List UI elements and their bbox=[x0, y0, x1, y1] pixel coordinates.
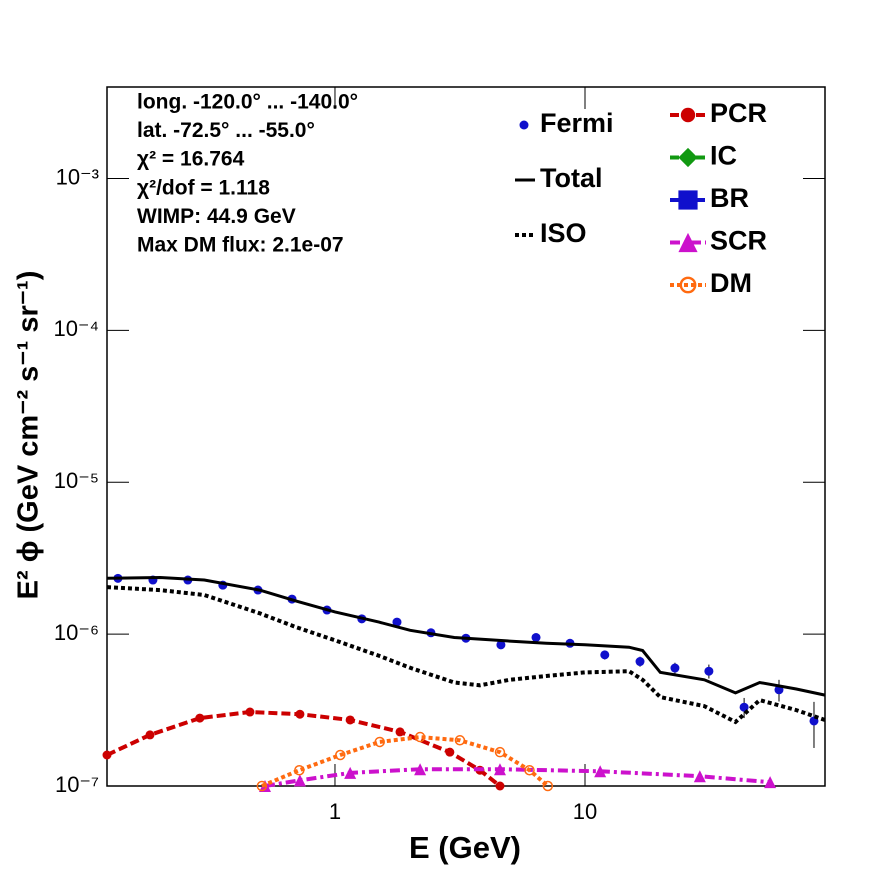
data-point bbox=[454, 735, 466, 746]
annotation: lat. -72.5° ... -55.0° bbox=[137, 119, 315, 142]
x-axis-title: E (GeV) bbox=[409, 830, 521, 865]
data-point bbox=[374, 736, 385, 748]
annotation: χ²/dof = 1.118 bbox=[137, 176, 270, 199]
legend-marker bbox=[519, 120, 529, 130]
data-point bbox=[542, 780, 554, 792]
data-point bbox=[295, 709, 305, 719]
y-axis-title: E² ϕ (GeV cm⁻² s⁻¹ sr⁻¹) bbox=[13, 271, 45, 600]
data-point bbox=[414, 731, 426, 743]
data-point bbox=[495, 781, 505, 791]
data-point bbox=[445, 747, 455, 757]
data-point bbox=[345, 715, 355, 725]
series-line bbox=[106, 575, 826, 697]
data-point bbox=[600, 650, 610, 660]
annotation: WIMP: 44.9 GeV bbox=[137, 205, 296, 228]
data-point bbox=[594, 765, 607, 778]
data-point bbox=[392, 617, 402, 627]
y-tick-label: 10⁻⁷ bbox=[55, 772, 99, 797]
data-point bbox=[395, 727, 405, 737]
y-tick-label: 10⁻⁴ bbox=[53, 316, 99, 341]
x-tick-label: 10 bbox=[573, 799, 597, 824]
data-point bbox=[344, 766, 357, 779]
plot-frame bbox=[106, 86, 826, 787]
data-point bbox=[496, 640, 506, 650]
data-point bbox=[704, 666, 714, 676]
legend-marker bbox=[678, 232, 698, 253]
annotation: Max DM flux: 2.1e-07 bbox=[137, 234, 344, 257]
data-point bbox=[195, 713, 205, 723]
legend-label: Total bbox=[540, 163, 603, 193]
data-point bbox=[335, 749, 346, 761]
legend-marker bbox=[678, 190, 698, 210]
series-line bbox=[261, 735, 550, 788]
data-point bbox=[102, 750, 112, 760]
legend-marker bbox=[678, 147, 698, 168]
y-tick-label: 10⁻⁶ bbox=[54, 620, 99, 645]
data-point bbox=[670, 663, 680, 673]
data-point bbox=[414, 763, 427, 776]
legend-label: Fermi bbox=[540, 108, 614, 138]
data-point bbox=[256, 780, 268, 792]
legend-label: IC bbox=[710, 141, 737, 171]
data-point bbox=[293, 774, 306, 787]
x-tick-label: 1 bbox=[329, 799, 341, 824]
series-line bbox=[106, 709, 502, 788]
annotation: χ² = 16.764 bbox=[137, 148, 245, 171]
legend-label: PCR bbox=[710, 98, 767, 128]
legend-label: ISO bbox=[540, 218, 587, 248]
y-tick-label: 10⁻³ bbox=[56, 164, 99, 189]
data-point bbox=[764, 776, 777, 789]
data-point bbox=[145, 730, 155, 740]
legend-label: DM bbox=[710, 268, 752, 298]
data-point bbox=[693, 770, 706, 783]
legend-marker bbox=[680, 107, 696, 123]
data-point bbox=[524, 764, 535, 776]
data-point bbox=[494, 746, 506, 758]
data-point bbox=[493, 763, 506, 776]
data-point bbox=[245, 707, 255, 717]
legend-marker bbox=[679, 276, 697, 294]
legend-label: BR bbox=[710, 183, 749, 213]
data-point bbox=[294, 764, 305, 776]
annotation: long. -120.0° ... -140.0° bbox=[137, 91, 358, 114]
series-line bbox=[106, 585, 826, 725]
legend-label: SCR bbox=[710, 226, 767, 256]
data-point bbox=[635, 657, 645, 667]
y-tick-label: 10⁻⁵ bbox=[54, 468, 99, 493]
series-line bbox=[264, 767, 771, 788]
data-point bbox=[531, 632, 541, 642]
